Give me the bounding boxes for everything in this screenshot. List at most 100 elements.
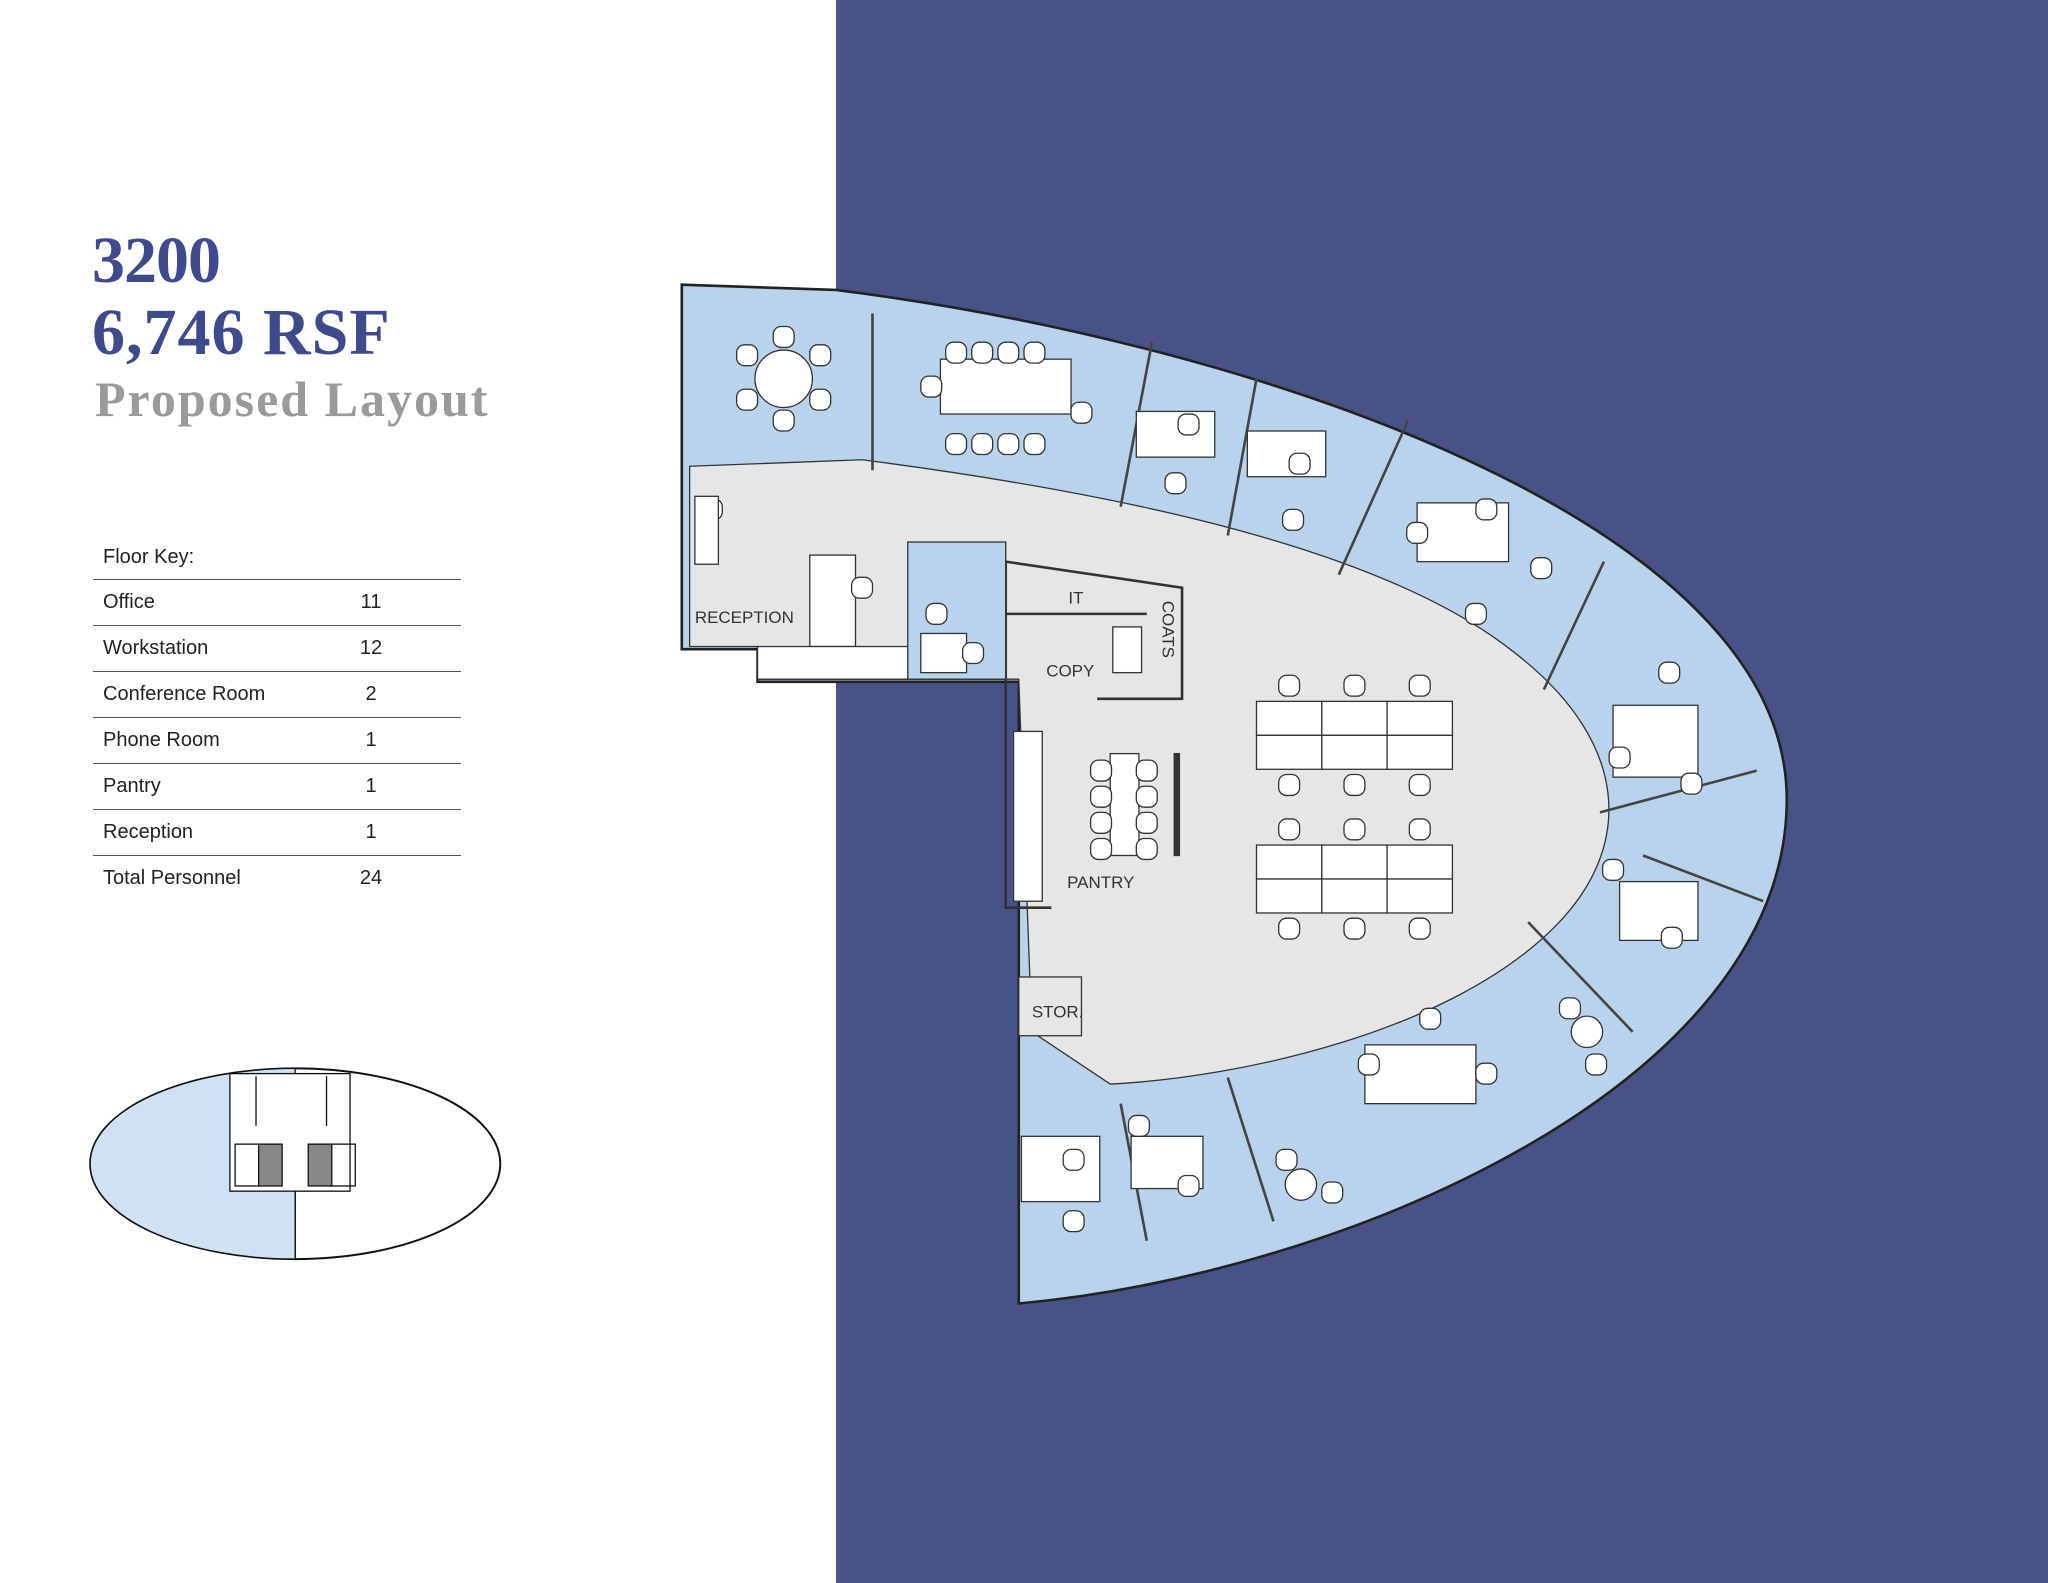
desk bbox=[694, 495, 720, 565]
desk bbox=[1321, 734, 1388, 770]
counter bbox=[1173, 752, 1181, 857]
desk bbox=[939, 358, 1072, 415]
chair bbox=[1062, 1210, 1085, 1233]
chair bbox=[1464, 602, 1488, 625]
chair bbox=[1558, 997, 1582, 1020]
desk bbox=[1321, 700, 1388, 736]
floor-key-table: Floor Key: Office 11 Workstation 12 Confer… bbox=[93, 540, 461, 901]
chair bbox=[1164, 472, 1187, 495]
desk bbox=[1386, 878, 1454, 914]
pantry-counter bbox=[1012, 730, 1043, 902]
floor-key-row: Total Personnel 24 bbox=[93, 856, 461, 901]
chair bbox=[1343, 773, 1366, 797]
key-plan bbox=[89, 1067, 502, 1261]
storage-room bbox=[1018, 976, 1083, 1037]
desk bbox=[1255, 878, 1323, 914]
desk bbox=[1386, 734, 1454, 770]
chair bbox=[1357, 1053, 1380, 1076]
desk bbox=[1135, 410, 1216, 458]
chair bbox=[1658, 661, 1681, 684]
chair bbox=[971, 341, 994, 364]
chair bbox=[1343, 674, 1366, 697]
chair bbox=[1135, 759, 1158, 782]
floor-key-row: Phone Room 1 bbox=[93, 718, 461, 764]
floor-key-row: Pantry 1 bbox=[93, 764, 461, 810]
row-value: 1 bbox=[365, 821, 377, 843]
chair bbox=[1275, 1148, 1298, 1171]
chair bbox=[1584, 1053, 1608, 1076]
label-pantry: PANTRY bbox=[1067, 873, 1134, 892]
chair bbox=[1278, 917, 1301, 940]
chair bbox=[944, 432, 968, 456]
chair bbox=[1408, 773, 1431, 797]
chair bbox=[772, 325, 795, 349]
chair bbox=[1278, 674, 1301, 697]
label-coats: COATS bbox=[1158, 601, 1177, 658]
desk bbox=[756, 645, 909, 680]
chair bbox=[809, 388, 832, 411]
desk bbox=[1109, 752, 1140, 857]
desk bbox=[1364, 1044, 1477, 1105]
chair bbox=[772, 409, 795, 432]
chair bbox=[1680, 772, 1703, 795]
desk bbox=[1255, 700, 1323, 736]
row-value: 2 bbox=[365, 683, 377, 705]
chair bbox=[961, 641, 985, 665]
label-reception: RECEPTION bbox=[695, 608, 794, 627]
furniture bbox=[694, 325, 1703, 1233]
subtitle: Proposed Layout bbox=[95, 371, 490, 427]
chair bbox=[1343, 917, 1366, 940]
chair bbox=[1419, 1007, 1442, 1030]
chair bbox=[1475, 1062, 1498, 1085]
chair bbox=[1608, 746, 1631, 769]
chair bbox=[1089, 837, 1113, 861]
label-it: IT bbox=[1068, 588, 1083, 607]
chair bbox=[1062, 1148, 1085, 1171]
chair bbox=[1343, 818, 1366, 841]
chair bbox=[1530, 557, 1553, 580]
chair bbox=[1135, 837, 1158, 861]
chair bbox=[1135, 811, 1158, 834]
round-table bbox=[754, 349, 814, 409]
floor-key-title: Floor Key: bbox=[93, 540, 461, 580]
chair bbox=[1089, 759, 1113, 782]
chair bbox=[1406, 521, 1429, 544]
chair bbox=[1023, 432, 1046, 456]
chair bbox=[1023, 341, 1046, 364]
desk bbox=[1386, 844, 1454, 880]
chair bbox=[1089, 811, 1113, 834]
chair bbox=[736, 344, 759, 367]
floor-key-row: Conference Room 2 bbox=[93, 672, 461, 718]
row-value: 24 bbox=[359, 867, 383, 889]
chair bbox=[920, 375, 943, 398]
floor-key-row: Reception 1 bbox=[93, 810, 461, 856]
row-value: 1 bbox=[365, 729, 377, 751]
chair bbox=[1281, 508, 1305, 531]
chair bbox=[850, 576, 874, 599]
chair bbox=[1408, 674, 1431, 697]
chair bbox=[1127, 1114, 1151, 1137]
chair bbox=[1288, 452, 1311, 475]
row-label: Pantry bbox=[103, 775, 161, 797]
desk bbox=[1020, 1135, 1101, 1203]
chair bbox=[1278, 818, 1301, 841]
desk bbox=[1386, 700, 1454, 736]
chair bbox=[997, 341, 1020, 364]
row-value: 11 bbox=[360, 591, 382, 613]
copier bbox=[1112, 626, 1143, 674]
chair bbox=[925, 602, 948, 625]
desk bbox=[920, 632, 968, 674]
label-storage: STOR. bbox=[1032, 1002, 1084, 1021]
floor-key-row: Workstation 12 bbox=[93, 626, 461, 672]
chair bbox=[1177, 1174, 1200, 1198]
desk bbox=[1321, 844, 1388, 880]
chair bbox=[971, 432, 994, 456]
chair bbox=[1177, 413, 1200, 436]
row-value: 1 bbox=[365, 775, 377, 797]
row-label: Phone Room bbox=[103, 729, 220, 751]
chair bbox=[1278, 773, 1301, 797]
row-label: Workstation bbox=[103, 637, 209, 659]
chair bbox=[997, 432, 1020, 456]
desk bbox=[1321, 878, 1388, 914]
chair bbox=[1321, 1181, 1344, 1204]
